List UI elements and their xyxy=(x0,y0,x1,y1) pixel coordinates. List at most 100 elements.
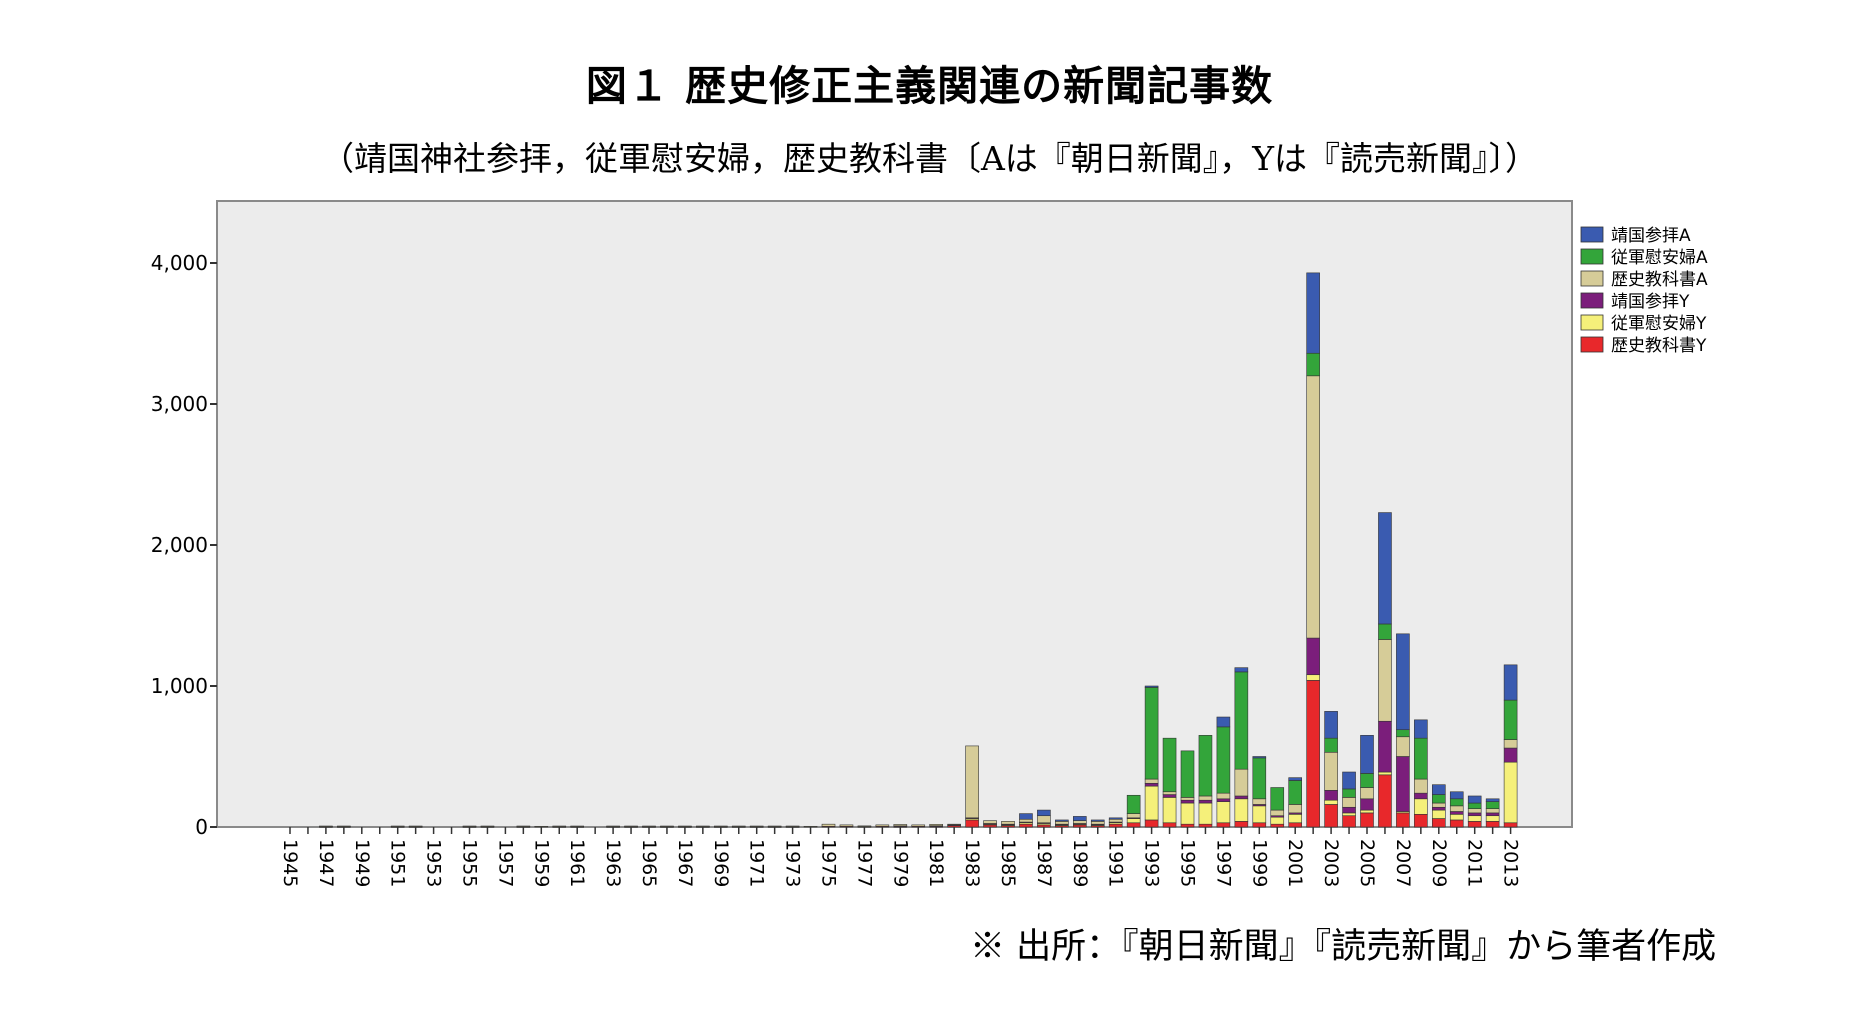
bar-segment xyxy=(1503,761,1518,824)
bar-segment xyxy=(947,823,961,826)
bar-segment xyxy=(1306,674,1320,681)
bar-segment xyxy=(1252,756,1267,759)
bar-segment xyxy=(1324,799,1338,805)
chart-title: 図１ 歴史修正主義関連の新聞記事数 xyxy=(585,62,1274,110)
x-tick-label: 1951 xyxy=(387,839,409,887)
bar-segment xyxy=(1037,809,1051,817)
bar-segment xyxy=(319,825,333,828)
x-tick-label: 1965 xyxy=(638,839,660,887)
bar-segment xyxy=(1198,799,1213,804)
x-tick-label: 2003 xyxy=(1320,839,1342,887)
bar-segment xyxy=(1324,737,1338,753)
bar-segment xyxy=(1467,795,1482,804)
legend-swatch xyxy=(1580,314,1604,331)
bar-segment xyxy=(1234,768,1249,797)
bar-segment xyxy=(1198,823,1213,828)
x-tick-label: 2011 xyxy=(1464,839,1486,887)
bar-segment xyxy=(1270,823,1285,828)
legend-swatch xyxy=(1580,248,1604,265)
chart-subtitle: （靖国神社参拝，従軍慰安婦，歴史教科書〔Aは『朝日新聞』，Yは『読売新聞』〕） xyxy=(320,139,1539,178)
bar-segment xyxy=(1485,801,1500,809)
bar-segment xyxy=(1162,822,1177,828)
bar-segment xyxy=(1090,821,1105,825)
x-tick-label: 1963 xyxy=(602,839,624,887)
bar-segment xyxy=(1503,739,1518,749)
bar-segment xyxy=(1449,791,1464,800)
plot-area xyxy=(216,200,1573,828)
x-tick-label: 1999 xyxy=(1248,839,1270,887)
x-tick-label: 1945 xyxy=(279,839,301,887)
bar-segment xyxy=(1414,719,1428,739)
bar-segment xyxy=(1198,795,1213,801)
bar-segment xyxy=(1449,798,1464,807)
x-tick-label: 1961 xyxy=(566,839,588,887)
bar-segment xyxy=(1396,812,1410,828)
bar-segment xyxy=(1378,639,1392,722)
bar-segment xyxy=(1432,794,1446,804)
bar-segment xyxy=(606,825,620,828)
bar-segment xyxy=(1019,818,1033,823)
bar-segment xyxy=(1485,815,1500,822)
bar-segment xyxy=(516,825,531,828)
bar-segment xyxy=(803,825,818,828)
bar-segment xyxy=(1485,821,1500,828)
bar-segment xyxy=(1126,794,1141,814)
bar-segment xyxy=(1144,687,1159,780)
bar-segment xyxy=(1396,633,1410,731)
bar-segment xyxy=(696,825,710,828)
bar-segment xyxy=(1180,802,1195,825)
bar-segment xyxy=(1055,821,1069,825)
bar-segment xyxy=(1216,726,1231,794)
bar-segment xyxy=(678,825,692,828)
bar-segment xyxy=(1449,805,1464,812)
bar-segment xyxy=(1162,791,1177,795)
bar-segment xyxy=(1324,790,1338,801)
bar-segment xyxy=(1288,822,1302,828)
bar-segment xyxy=(1378,512,1392,625)
bar-segment xyxy=(1414,814,1428,828)
bar-segment xyxy=(337,825,351,828)
bar-segment xyxy=(983,820,997,824)
bar-segment xyxy=(1108,817,1123,820)
bar-segment xyxy=(1396,736,1410,757)
bar-segment xyxy=(1342,788,1356,798)
bar-segment xyxy=(1216,792,1231,800)
bar-segment xyxy=(1432,809,1446,819)
bar-segment xyxy=(1073,824,1087,828)
x-tick-label: 1981 xyxy=(925,839,947,887)
bar-segment xyxy=(1306,637,1320,676)
bar-segment xyxy=(1252,757,1267,800)
bar-segment xyxy=(1449,814,1464,821)
bar-segment xyxy=(642,825,656,828)
bar-segment xyxy=(1467,808,1482,814)
bar-segment xyxy=(1162,737,1177,793)
bar-segment xyxy=(1162,797,1177,824)
x-tick-label: 2007 xyxy=(1392,839,1414,887)
x-tick-label: 1985 xyxy=(997,839,1019,887)
x-tick-label: 1993 xyxy=(1141,839,1163,887)
legend-label: 靖国参拝A xyxy=(1611,226,1691,246)
bar-segment xyxy=(1180,799,1195,804)
x-tick-label: 1953 xyxy=(423,839,445,887)
bar-segment xyxy=(1378,771,1392,776)
x-tick-label: 2001 xyxy=(1284,839,1306,887)
bar-segment xyxy=(1108,818,1123,823)
bar-segment xyxy=(965,819,979,828)
legend-swatch xyxy=(1580,226,1604,243)
bar-segment xyxy=(929,824,944,827)
bar-segment xyxy=(1126,822,1141,828)
bar-segment xyxy=(1234,821,1249,828)
bar-segment xyxy=(1216,798,1231,802)
x-tick-label: 1949 xyxy=(351,839,373,887)
y-tick-label: 1,000 xyxy=(151,674,208,698)
bar-segment xyxy=(1037,824,1051,828)
bar-segment xyxy=(1414,792,1428,800)
bar-segment xyxy=(1019,813,1033,820)
x-tick-label: 2009 xyxy=(1428,839,1450,887)
y-axis: 0 1,000 2,000 3,000 4,000 xyxy=(151,251,217,839)
x-tick-label: 1969 xyxy=(710,839,732,887)
bar-segment xyxy=(1073,820,1087,824)
bar-segment xyxy=(1503,664,1518,701)
bar-segment xyxy=(1360,787,1374,800)
bar-segment xyxy=(570,825,585,828)
